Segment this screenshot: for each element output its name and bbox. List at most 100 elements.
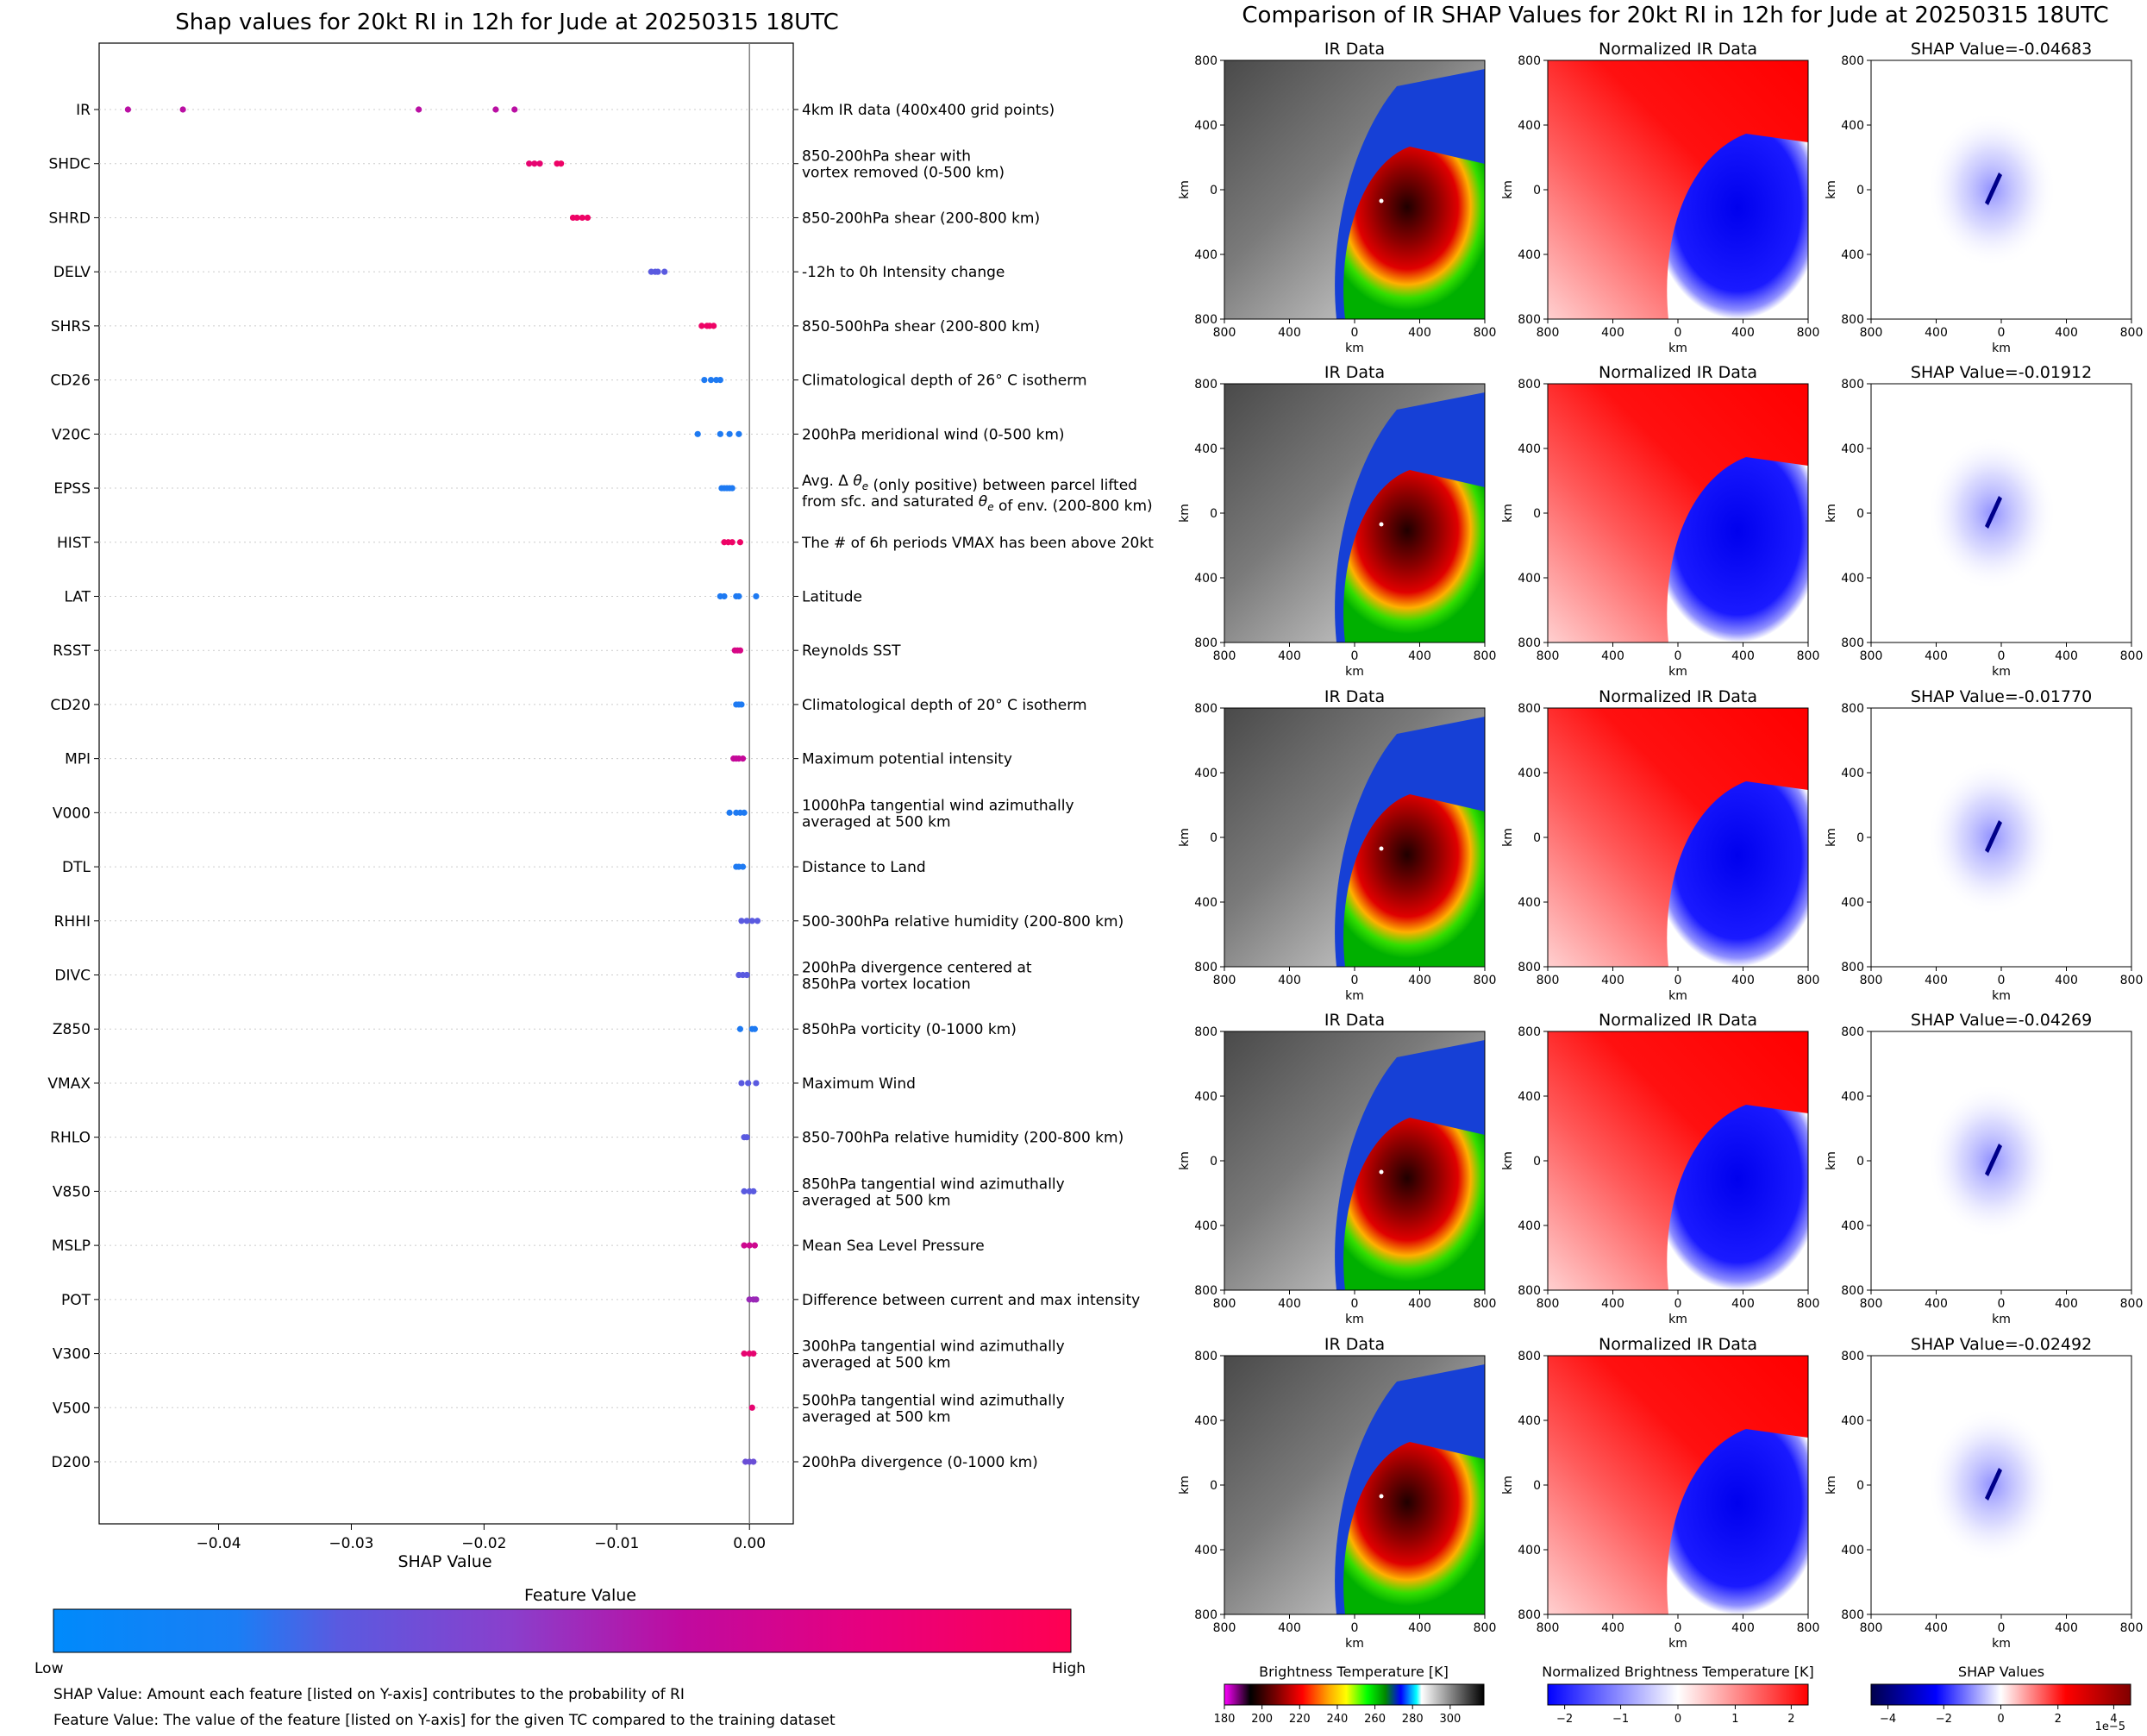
ir-storm-core	[1343, 1442, 1485, 1614]
panel-x-tick-label: 400	[1925, 1297, 1948, 1311]
panel-x-tick-label: 800	[2120, 974, 2144, 987]
shap-point	[707, 377, 715, 384]
feature-name-label: DELV	[53, 264, 91, 281]
normalized-cold-region	[1667, 457, 1808, 642]
panel-x-tick-label: 800	[1797, 974, 1820, 987]
panel-x-tick-label: 800	[1537, 974, 1560, 987]
panel-y-axis-label: km	[1825, 1476, 1838, 1495]
shap-point	[736, 647, 744, 654]
feature-name-label: CD26	[50, 373, 91, 390]
shap-point	[738, 701, 745, 708]
feature-value-colorbar-low: Low	[34, 1660, 64, 1677]
nb-colorbar-tick-label: −2	[1556, 1713, 1573, 1726]
panel-y-tick-label: 400	[1194, 572, 1217, 586]
shap-values-colorbar	[1870, 1683, 2131, 1706]
panel-y-tick-label: 800	[1518, 1608, 1541, 1622]
feature-name-label: Z850	[53, 1021, 91, 1038]
panel-y-tick-label: 0	[1856, 184, 1864, 197]
normalized-ir-panel: Normalized IR Data8008004004000040040080…	[1501, 1335, 1819, 1651]
panel-x-tick-label: 400	[1601, 974, 1624, 987]
shap-point	[754, 918, 761, 924]
panel-x-tick-label: 0	[1998, 1621, 2006, 1635]
panel-x-tick-label: 800	[1537, 326, 1560, 340]
feature-description-label: 850-500hPa shear (200-800 km)	[802, 318, 1040, 335]
panel-x-tick-label: 800	[2120, 326, 2144, 340]
feature-row: V500 500hPa tangential wind azimuthally av…	[53, 1392, 1065, 1426]
panel-x-tick-label: 800	[1860, 1297, 1883, 1311]
panel-y-tick-label: 800	[1841, 1350, 1864, 1363]
panel-y-tick-label: 400	[1194, 1544, 1217, 1557]
feature-row: MPI Maximum potential intensity	[65, 751, 1012, 768]
summary-x-axis-label: SHAP Value	[397, 1552, 491, 1571]
panel-y-tick-label: 400	[1518, 1544, 1541, 1557]
feature-description-label: 850-200hPa shear with vortex removed (0-5…	[802, 148, 1005, 182]
feature-name-label: IR	[76, 102, 91, 119]
feature-row: LAT Latitude	[64, 588, 862, 605]
panel-y-axis-label: km	[1178, 828, 1192, 847]
feature-row: MSLP Mean Sea Level Pressure	[52, 1238, 985, 1255]
panel-y-tick-label: 800	[1518, 1025, 1541, 1039]
panel-x-tick-label: 800	[1213, 649, 1236, 663]
panel-x-axis-label: km	[1992, 665, 2011, 679]
panel-y-tick-label: 800	[1194, 636, 1217, 650]
panel-x-tick-label: 800	[2120, 649, 2144, 663]
panel-y-tick-label: 0	[1210, 831, 1217, 845]
shap-colorbar-tick-label: 4	[2110, 1713, 2117, 1726]
feature-row: CD26 Climatological depth of 26° C isothe…	[50, 373, 1086, 390]
shap-values-colorbar-offset: 1e−5	[2095, 1720, 2125, 1733]
shap-point	[738, 918, 745, 924]
panel-y-axis-label: km	[1501, 1151, 1515, 1170]
summary-title: Shap values for 20kt RI in 12h for Jude …	[175, 9, 838, 35]
feature-name-label: D200	[51, 1454, 91, 1471]
ir-panel-title: IR Data	[1324, 687, 1385, 706]
panel-x-tick-label: 400	[1408, 326, 1431, 340]
panel-y-tick-label: 400	[1518, 572, 1541, 586]
panel-x-tick-label: 400	[1278, 649, 1301, 663]
panel-y-tick-label: 800	[1194, 1350, 1217, 1363]
panel-x-tick-label: 0	[1674, 1621, 1682, 1635]
feature-name-label: SHRD	[49, 210, 91, 227]
feature-description-label: 4km IR data (400x400 grid points)	[802, 102, 1055, 119]
panel-x-tick-label: 400	[1408, 1621, 1431, 1635]
panel-x-tick-label: 400	[1731, 1297, 1755, 1311]
panel-y-tick-label: 0	[1856, 831, 1864, 845]
shap-panel: SHAP Value=-0.04269800800400400004004008…	[1825, 1011, 2143, 1326]
feature-row: RHLO 850-700hPa relative humidity (200-80…	[50, 1130, 1124, 1147]
panel-y-axis-label: km	[1178, 1476, 1192, 1495]
panel-y-tick-label: 800	[1841, 378, 1864, 392]
panel-y-tick-label: 0	[1210, 1155, 1217, 1169]
panel-x-axis-label: km	[1345, 665, 1364, 679]
panel-x-axis-label: km	[1668, 342, 1687, 355]
brightness-temperature-colorbar-title: Brightness Temperature [K]	[1259, 1664, 1449, 1680]
shap-point	[735, 592, 742, 600]
panel-x-axis-label: km	[1992, 1313, 2011, 1326]
panel-x-tick-label: 800	[1537, 1621, 1560, 1635]
feature-name-label: LAT	[64, 588, 91, 605]
storm-center-marker	[1379, 846, 1384, 851]
shap-point	[753, 1080, 760, 1087]
feature-description-label: Distance to Land	[802, 859, 926, 876]
shap-point	[584, 214, 592, 222]
panel-x-tick-label: 400	[1278, 1297, 1301, 1311]
panel-x-tick-label: 800	[1474, 649, 1497, 663]
panel-x-axis-label: km	[1992, 1637, 2011, 1651]
panel-y-tick-label: 0	[1210, 1479, 1217, 1493]
shap-point	[743, 918, 750, 924]
shap-point	[558, 160, 565, 167]
feature-description-label: The # of 6h periods VMAX has been above …	[801, 535, 1154, 552]
panel-y-tick-label: 400	[1518, 442, 1541, 456]
panel-y-tick-label: 400	[1841, 1219, 1864, 1233]
panel-x-tick-label: 800	[1213, 326, 1236, 340]
panel-y-axis-label: km	[1825, 504, 1838, 523]
normalized-ir-panel: Normalized IR Data8008004004000040040080…	[1501, 687, 1819, 1003]
shap-point	[124, 106, 132, 113]
feature-value-colorbar	[53, 1608, 1072, 1653]
panel-x-tick-label: 400	[1278, 1621, 1301, 1635]
panel-x-tick-label: 800	[1474, 1621, 1497, 1635]
normalized-cold-region	[1667, 1105, 1808, 1290]
feature-description-label: Climatological depth of 26° C isotherm	[802, 373, 1087, 390]
panel-y-tick-label: 400	[1841, 767, 1864, 780]
